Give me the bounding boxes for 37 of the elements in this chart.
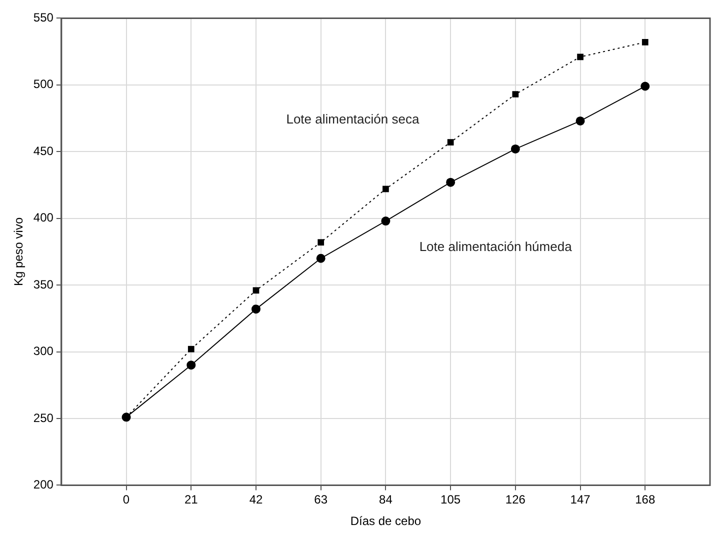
y-tick-label: 300 (33, 344, 54, 358)
y-tick-label: 500 (33, 77, 54, 92)
x-tick-label: 63 (314, 492, 328, 507)
y-tick-label: 400 (33, 210, 54, 225)
point (186, 360, 196, 370)
y-tick-label: 200 (33, 478, 54, 492)
x-tick-label: 21 (184, 492, 198, 507)
y-tick-label: 350 (33, 277, 54, 292)
text: Lote alimentación seca (286, 112, 420, 127)
x-tick-label: 105 (440, 492, 461, 507)
x-tick-label: 42 (249, 492, 263, 507)
point (577, 54, 584, 60)
point (318, 239, 324, 246)
point (252, 287, 260, 294)
point (382, 186, 389, 192)
point (188, 346, 194, 352)
point (381, 216, 390, 226)
x-tick-label: 126 (505, 492, 526, 507)
text: Lote alimentación húmeda (419, 238, 573, 254)
point (642, 39, 648, 46)
point (640, 82, 650, 91)
y-tick-label: 550 (33, 10, 54, 25)
point (576, 116, 585, 126)
y-axis-title: Kg peso vivo (12, 217, 26, 286)
point (447, 139, 454, 146)
x-tick-label: 0 (122, 492, 130, 507)
x-tick-label: 147 (570, 492, 591, 507)
y-tick-label: 250 (33, 410, 54, 425)
point (512, 91, 519, 98)
x-tick-label: 84 (379, 492, 393, 507)
point (510, 144, 520, 154)
y-tick-label: 450 (33, 144, 54, 158)
point (251, 304, 260, 314)
x-axis-title: Días de cebo (350, 514, 422, 528)
point (446, 178, 456, 187)
x-tick-label: 168 (635, 492, 656, 507)
point (316, 254, 326, 263)
